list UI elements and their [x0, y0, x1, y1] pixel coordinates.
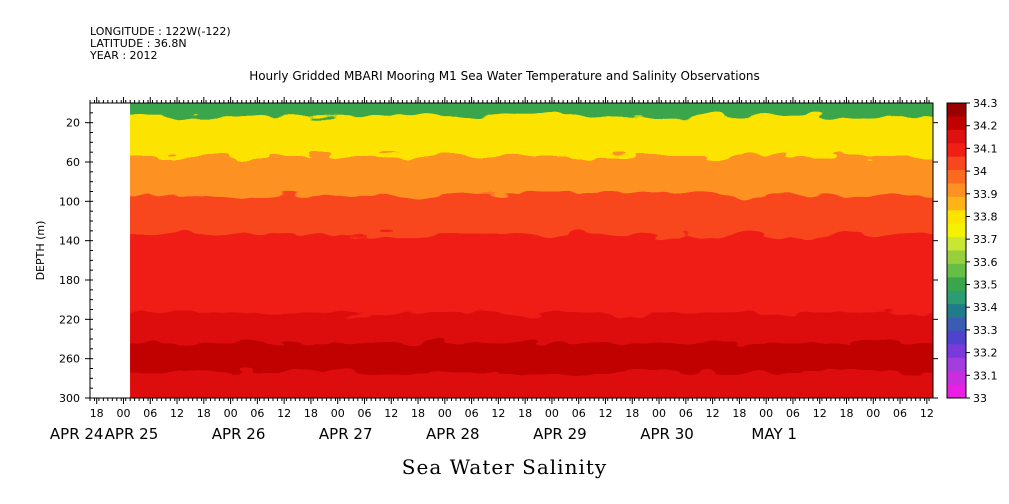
colorbar-cell [947, 384, 966, 399]
x-date-label: APR 25 [105, 425, 159, 443]
x-hour-label: 06 [143, 407, 157, 420]
y-tick-label: 300 [59, 392, 80, 405]
colorbar-frame [946, 102, 967, 399]
colorbar-cell [947, 116, 966, 131]
colorbar-label: 34.3 [973, 97, 998, 110]
x-hour-label: 06 [572, 407, 586, 420]
x-date-label: APR 29 [533, 425, 587, 443]
x-hour-label: 00 [331, 407, 345, 420]
x-date-label: APR 24 [50, 425, 104, 443]
colorbar-cell [947, 196, 966, 211]
colorbar-cell [947, 250, 966, 265]
x-hour-label: 06 [786, 407, 800, 420]
colorbar-cell [947, 183, 966, 198]
salinity-band-7 [90, 372, 933, 398]
x-date-label: APR 30 [640, 425, 694, 443]
y-tick-label: 20 [66, 117, 80, 130]
colorbar-label: 33.3 [973, 324, 998, 337]
colorbar-cell [947, 277, 966, 292]
x-hour-label: 12 [813, 407, 827, 420]
salinity-band-4 [90, 234, 933, 328]
colorbar-label: 33.2 [973, 347, 998, 360]
x-date-label: APR 26 [212, 425, 266, 443]
x-hour-label: 12 [170, 407, 184, 420]
colorbar-cell [947, 156, 966, 171]
colorbar-cell [947, 290, 966, 305]
colorbar-label: 33.6 [973, 256, 998, 269]
x-date-label: APR 27 [319, 425, 373, 443]
x-axis-label: Sea Water Salinity [401, 455, 608, 479]
chart-title: Hourly Gridded MBARI Mooring M1 Sea Wate… [249, 69, 760, 83]
x-hour-label: 18 [411, 407, 425, 420]
colorbar-cell [947, 170, 966, 184]
colorbar-cell [947, 357, 966, 372]
x-hour-label: 18 [625, 407, 639, 420]
x-hour-label: 12 [598, 407, 612, 420]
colorbar-label: 33.4 [973, 301, 998, 314]
x-hour-label: 12 [706, 407, 720, 420]
y-axis-label: DEPTH (m) [34, 221, 47, 281]
y-tick-label: 140 [59, 235, 80, 248]
y-tick-label: 220 [59, 313, 80, 326]
x-hour-label: 00 [545, 407, 559, 420]
colorbar-label: 33.7 [973, 233, 998, 246]
colorbar-label: 34.1 [973, 142, 998, 155]
colorbar-cell [947, 210, 966, 225]
colorbar-cell [947, 237, 966, 251]
x-hour-label: 00 [652, 407, 666, 420]
colorbar-cell [947, 371, 966, 386]
y-tick-label: 100 [59, 195, 80, 208]
x-hour-label: 18 [304, 407, 318, 420]
x-hour-label: 06 [465, 407, 479, 420]
colorbar-cell [947, 304, 966, 319]
x-hour-label: 18 [90, 407, 104, 420]
colorbar-cell [947, 223, 966, 238]
latitude-label: LATITUDE : 36.8N [90, 37, 187, 50]
x-hour-label: 00 [438, 407, 452, 420]
x-hour-label: 12 [277, 407, 291, 420]
x-hour-label: 18 [732, 407, 746, 420]
longitude-label: LONGITUDE : 122W(-122) [90, 25, 231, 38]
colorbar-label: 33.8 [973, 210, 998, 223]
colorbar-label: 33 [973, 392, 987, 405]
x-hour-label: 18 [197, 407, 211, 420]
x-hour-label: 18 [840, 407, 854, 420]
x-hour-label: 06 [250, 407, 264, 420]
x-hour-label: 00 [866, 407, 880, 420]
x-date-label: APR 28 [426, 425, 480, 443]
colorbar-label: 34.2 [973, 120, 998, 133]
x-hour-label: 18 [518, 407, 532, 420]
y-tick-label: 260 [59, 353, 80, 366]
colorbar-cell [947, 317, 966, 332]
year-label: YEAR : 2012 [90, 49, 158, 62]
x-hour-label: 06 [679, 407, 693, 420]
colorbar-cell [947, 330, 966, 345]
colorbar-label: 33.9 [973, 188, 998, 201]
missing-data-region [90, 103, 131, 398]
x-hour-label: 06 [893, 407, 907, 420]
colorbar-label: 33.5 [973, 279, 998, 292]
x-hour-label: 12 [491, 407, 505, 420]
y-tick-label: 180 [59, 274, 80, 287]
x-date-label: MAY 1 [751, 425, 797, 443]
colorbar-label: 34 [973, 165, 987, 178]
colorbar-cell [947, 263, 966, 278]
colorbar-cell [947, 143, 966, 158]
x-hour-label: 06 [357, 407, 371, 420]
x-hour-label: 12 [920, 407, 934, 420]
y-tick-label: 60 [66, 156, 80, 169]
x-hour-label: 00 [116, 407, 130, 420]
colorbar-cell [947, 103, 966, 117]
colorbar-cell [947, 344, 966, 359]
colorbar-cell [947, 129, 966, 144]
x-hour-label: 12 [384, 407, 398, 420]
colorbar-label: 33.1 [973, 369, 998, 382]
x-hour-label: 00 [224, 407, 238, 420]
x-hour-label: 00 [759, 407, 773, 420]
